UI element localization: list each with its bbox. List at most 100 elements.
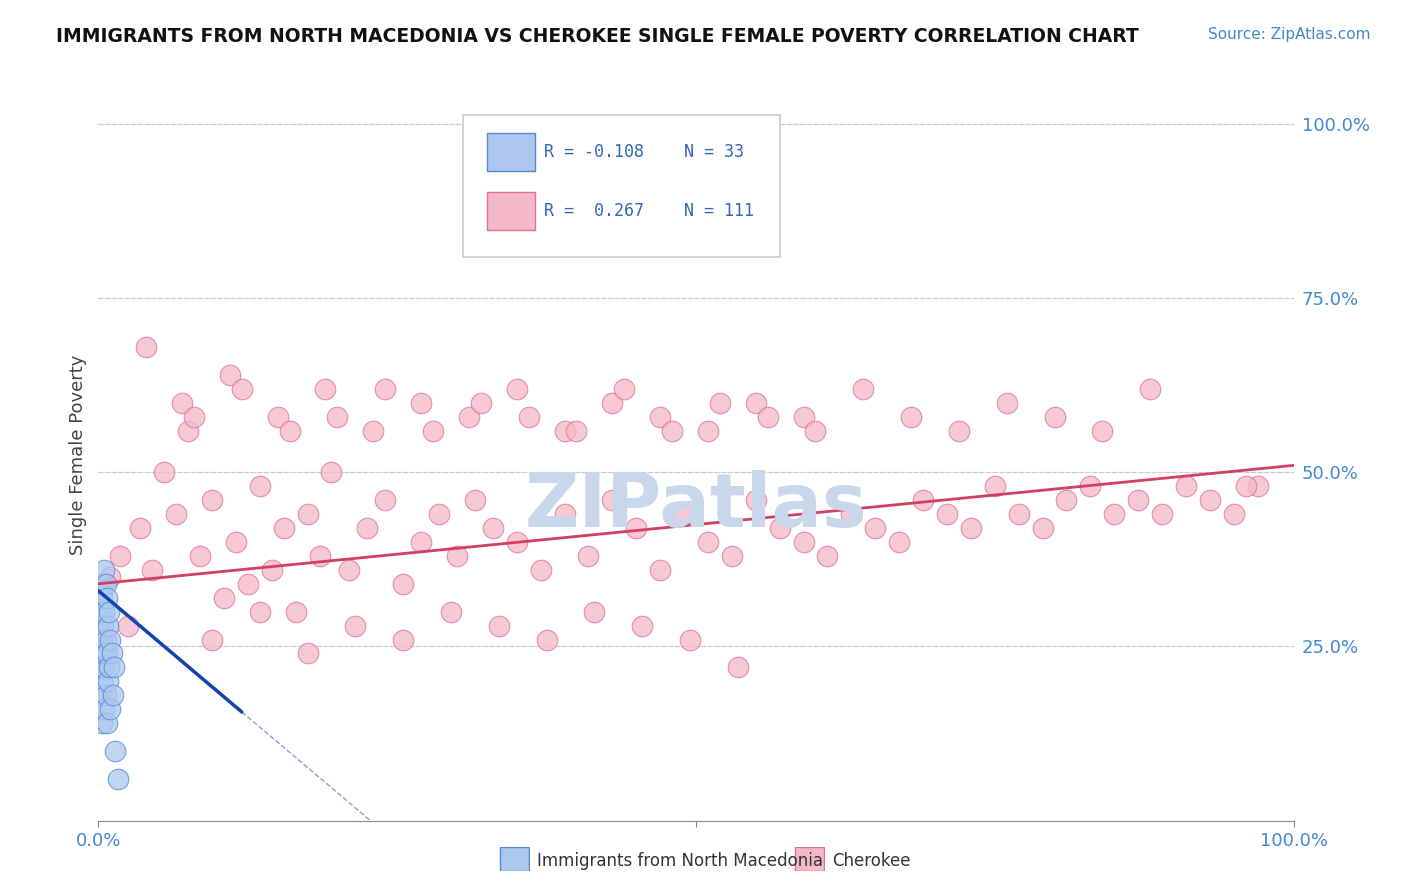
Point bbox=[103, 660, 125, 674]
Point bbox=[90, 647, 112, 661]
FancyBboxPatch shape bbox=[796, 847, 824, 871]
Text: Cherokee: Cherokee bbox=[832, 852, 911, 870]
Point bbox=[488, 618, 510, 632]
Point bbox=[278, 424, 301, 438]
Text: ZIPatlas: ZIPatlas bbox=[524, 469, 868, 542]
Point bbox=[1223, 507, 1246, 521]
Point bbox=[648, 563, 672, 577]
Point bbox=[536, 632, 558, 647]
Point bbox=[613, 382, 636, 396]
Point bbox=[172, 395, 194, 409]
Point bbox=[91, 583, 114, 598]
Point bbox=[108, 549, 131, 563]
Point bbox=[464, 493, 486, 508]
FancyBboxPatch shape bbox=[501, 847, 529, 871]
Point bbox=[212, 591, 235, 605]
Point bbox=[117, 618, 139, 632]
Point bbox=[936, 507, 959, 521]
FancyBboxPatch shape bbox=[463, 115, 780, 258]
Point bbox=[96, 716, 118, 731]
Point bbox=[201, 632, 224, 647]
Point bbox=[1008, 507, 1031, 521]
Point bbox=[1175, 479, 1198, 493]
Point bbox=[101, 688, 124, 702]
Point bbox=[89, 660, 111, 674]
Point bbox=[948, 424, 970, 438]
Point bbox=[995, 395, 1018, 409]
Point bbox=[100, 647, 122, 661]
Point bbox=[727, 660, 749, 674]
Point bbox=[554, 424, 576, 438]
Point bbox=[1247, 479, 1270, 493]
Point bbox=[583, 605, 606, 619]
FancyBboxPatch shape bbox=[486, 133, 534, 171]
Point bbox=[530, 563, 553, 577]
Point bbox=[188, 549, 211, 563]
Point bbox=[219, 368, 242, 382]
Point bbox=[565, 424, 588, 438]
Point bbox=[249, 479, 271, 493]
Text: R =  0.267    N = 111: R = 0.267 N = 111 bbox=[544, 202, 754, 219]
Point bbox=[815, 549, 838, 563]
Point bbox=[661, 424, 683, 438]
Point bbox=[91, 674, 114, 689]
Point bbox=[89, 625, 111, 640]
Point bbox=[709, 395, 731, 409]
Point bbox=[225, 535, 247, 549]
Point bbox=[104, 744, 127, 758]
Point bbox=[1199, 493, 1222, 508]
Point bbox=[231, 382, 253, 396]
Point bbox=[94, 576, 117, 591]
Point bbox=[91, 716, 114, 731]
Point bbox=[1032, 521, 1054, 535]
Point bbox=[374, 493, 396, 508]
Point bbox=[94, 632, 117, 647]
Point bbox=[97, 674, 120, 689]
Point bbox=[960, 521, 983, 535]
Point bbox=[470, 395, 492, 409]
Point bbox=[673, 507, 696, 521]
Point bbox=[411, 535, 433, 549]
Point bbox=[98, 605, 121, 619]
Point bbox=[697, 424, 720, 438]
Point bbox=[177, 424, 200, 438]
Point bbox=[865, 521, 887, 535]
Point bbox=[1056, 493, 1078, 508]
Point bbox=[578, 549, 600, 563]
Point bbox=[98, 702, 122, 716]
Point bbox=[249, 605, 271, 619]
Point bbox=[984, 479, 1007, 493]
Point bbox=[91, 632, 114, 647]
Point bbox=[1043, 409, 1066, 424]
Point bbox=[804, 424, 827, 438]
Point bbox=[344, 618, 367, 632]
Point bbox=[97, 618, 120, 632]
Point bbox=[745, 395, 768, 409]
Point bbox=[392, 576, 415, 591]
Text: R = -0.108    N = 33: R = -0.108 N = 33 bbox=[544, 143, 744, 161]
Point bbox=[94, 688, 117, 702]
Y-axis label: Single Female Poverty: Single Female Poverty bbox=[69, 355, 87, 555]
FancyBboxPatch shape bbox=[486, 192, 534, 229]
Point bbox=[1104, 507, 1126, 521]
Point bbox=[481, 521, 505, 535]
Point bbox=[852, 382, 875, 396]
Point bbox=[297, 507, 319, 521]
Point bbox=[679, 632, 702, 647]
Point bbox=[1234, 479, 1257, 493]
Point bbox=[315, 382, 337, 396]
Point bbox=[446, 549, 468, 563]
Point bbox=[626, 521, 648, 535]
Point bbox=[911, 493, 934, 508]
Point bbox=[841, 507, 863, 521]
Point bbox=[129, 521, 152, 535]
Point bbox=[1152, 507, 1174, 521]
Point bbox=[93, 605, 115, 619]
Point bbox=[260, 563, 283, 577]
Point bbox=[308, 549, 330, 563]
Point bbox=[517, 409, 540, 424]
Point bbox=[201, 493, 224, 508]
Text: IMMIGRANTS FROM NORTH MACEDONIA VS CHEROKEE SINGLE FEMALE POVERTY CORRELATION CH: IMMIGRANTS FROM NORTH MACEDONIA VS CHERO… bbox=[56, 27, 1139, 45]
Point bbox=[267, 409, 290, 424]
Point bbox=[107, 772, 129, 786]
